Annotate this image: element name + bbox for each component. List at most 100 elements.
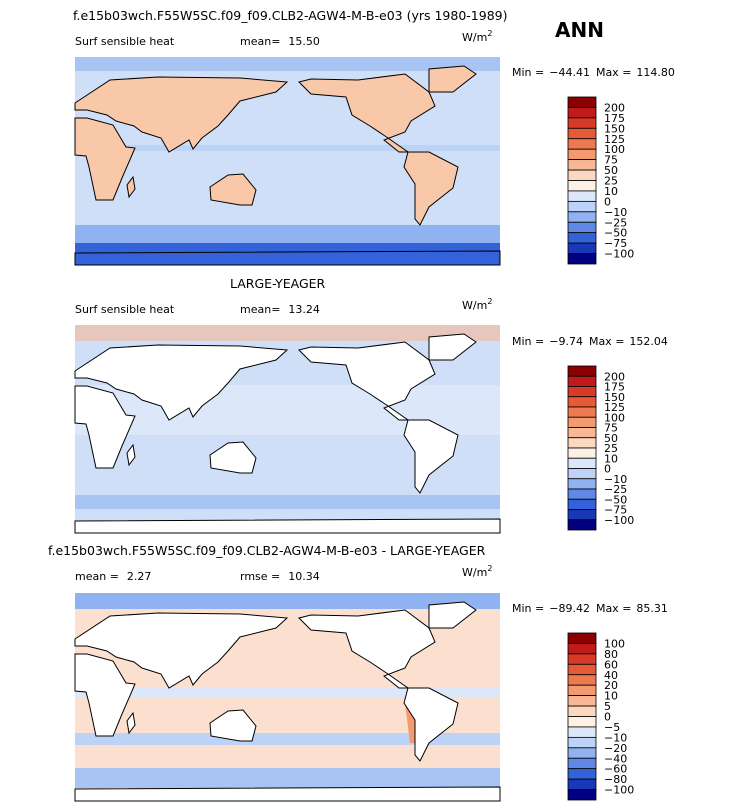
colorbar-box: [567, 447, 597, 459]
colorbar-box: [567, 705, 597, 717]
max-value: 114.80: [636, 66, 675, 79]
colorbar-label: 10: [604, 690, 618, 703]
units-exponent: 2: [487, 29, 492, 38]
min-value: −89.42: [549, 602, 590, 615]
colorbar-box: [567, 478, 597, 490]
colorbar-box: [567, 757, 597, 770]
season-label: ANN: [555, 18, 604, 42]
colorbar-label: −50: [604, 493, 627, 506]
stat: mean = 2.27: [75, 570, 151, 583]
colorbar-box: [567, 396, 597, 408]
min-max: Min = −44.41 Max = 114.80: [512, 66, 675, 79]
colorbar-box: [567, 695, 597, 707]
colorbar-label: 5: [604, 700, 611, 713]
colorbar-label: −25: [604, 483, 627, 496]
colorbar-label: −40: [604, 752, 627, 765]
colorbar-box: [567, 416, 597, 428]
min-max: Min = −9.74 Max = 152.04: [512, 335, 668, 348]
min-label: Min =: [512, 66, 544, 79]
colorbar-box: [567, 736, 597, 749]
colorbar-label: 0: [604, 195, 611, 208]
min-max: Min = −89.42 Max = 85.31: [512, 602, 668, 615]
colorbar-box: [567, 117, 597, 129]
max-label: Max =: [596, 602, 631, 615]
colorbar-box: [567, 375, 597, 387]
colorbar-label: −50: [604, 227, 627, 240]
colorbar-box: [567, 468, 597, 480]
colorbar-box: [567, 138, 597, 150]
colorbar-box: [567, 190, 597, 202]
colorbar-box: [567, 498, 597, 510]
colorbar-box: [567, 180, 597, 192]
colorbar-label: 80: [604, 648, 618, 661]
colorbar-box: [567, 253, 597, 265]
max-value: 152.04: [629, 335, 668, 348]
colorbar-box: [567, 127, 597, 140]
colorbar-label: −100: [604, 514, 634, 527]
units-exponent: 2: [487, 564, 492, 573]
colorbar-label: 60: [604, 658, 618, 671]
variable-name: Surf sensible heat: [75, 303, 175, 316]
colorbar-box: [567, 169, 597, 181]
colorbar-label: 20: [604, 679, 618, 692]
stat-label: mean=: [240, 35, 280, 48]
colorbar-label: 40: [604, 669, 618, 682]
panel-title: f.e15b03wch.F55W5SC.f09_f09.CLB2-AGW4-M-…: [73, 8, 508, 23]
units-exponent: 2: [487, 297, 492, 306]
colorbar-box: [567, 221, 597, 234]
min-value: −9.74: [549, 335, 583, 348]
map-diff: [74, 593, 501, 802]
map-obs: [74, 325, 501, 534]
units-base: W/m: [462, 299, 487, 312]
colorbar-box: [567, 96, 597, 108]
min-value: −44.41: [549, 66, 590, 79]
units: W/m2: [462, 564, 492, 579]
colorbar-label: 0: [604, 711, 611, 724]
colorbar-box: [567, 232, 597, 244]
colorbar-box: [567, 427, 597, 439]
colorbar-label: 175: [604, 381, 625, 394]
colorbar-box: [567, 684, 597, 697]
map-model: [74, 57, 501, 266]
colorbar-box: [567, 159, 597, 171]
colorbar-box: [567, 386, 597, 398]
colorbar-label: 75: [604, 422, 618, 435]
stat-value: 10.34: [288, 570, 320, 583]
stat: rmse = 10.34: [240, 570, 320, 583]
colorbar-box: [567, 211, 597, 223]
colorbar-label: 25: [604, 175, 618, 188]
colorbar-box: [567, 663, 597, 676]
colorbar-label: −5: [604, 721, 620, 734]
colorbar-box: [567, 457, 597, 469]
colorbar-label: −100: [604, 248, 634, 261]
panel-title: LARGE-YEAGER: [230, 276, 326, 291]
colorbar-label: −100: [604, 784, 634, 797]
colorbar-label: −10: [604, 731, 627, 744]
colorbar-label: 100: [604, 143, 625, 156]
colorbar-box: [567, 726, 597, 738]
colorbar-box: [567, 365, 597, 377]
colorbar-box: [567, 674, 597, 686]
min-label: Min =: [512, 602, 544, 615]
colorbar-box: [567, 488, 597, 500]
colorbar-label: 150: [604, 122, 625, 135]
colorbar-box: [567, 716, 597, 728]
stat-label: rmse =: [240, 570, 280, 583]
units: W/m2: [462, 297, 492, 312]
units-base: W/m: [462, 31, 487, 44]
colorbar-label: −75: [604, 504, 627, 517]
colorbar-label: 10: [604, 452, 618, 465]
colorbar-label: 100: [604, 637, 625, 650]
colorbar-box: [567, 643, 597, 655]
stat: mean= 13.24: [240, 303, 320, 316]
colorbar-box: [567, 747, 597, 759]
colorbar-box: [567, 406, 597, 418]
colorbar-box: [567, 437, 597, 449]
colorbar-label: −80: [604, 773, 627, 786]
colorbar-label: 125: [604, 401, 625, 414]
colorbar-box: [567, 789, 597, 801]
colorbar-label: 0: [604, 463, 611, 476]
colorbar-box: [567, 768, 597, 780]
units-base: W/m: [462, 566, 487, 579]
